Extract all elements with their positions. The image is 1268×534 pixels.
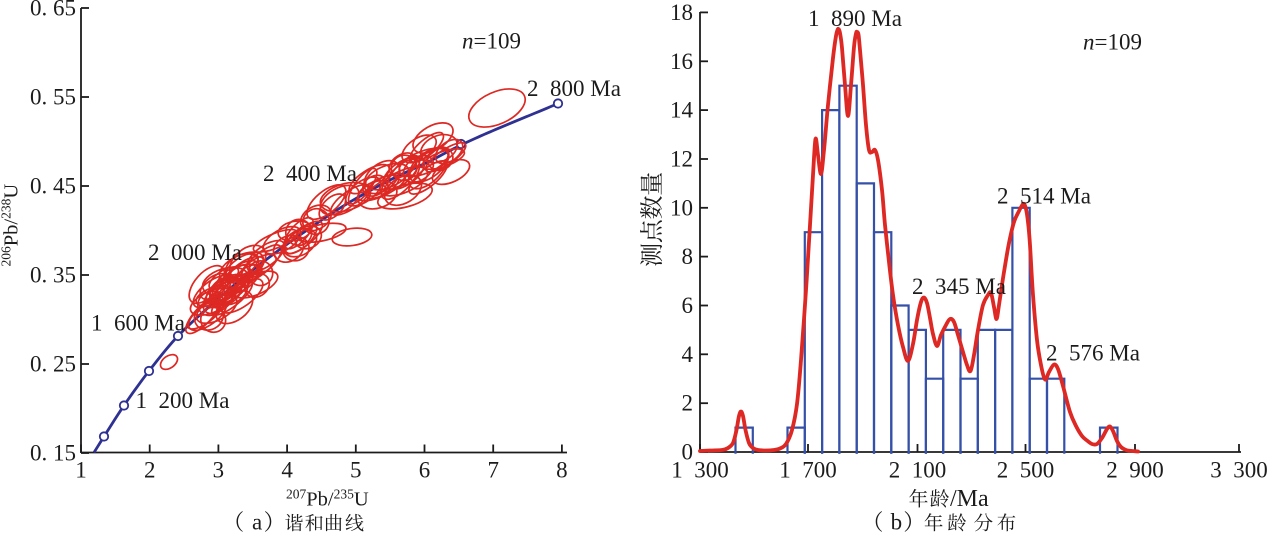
svg-text:2 500: 2 500 <box>997 458 1055 483</box>
svg-text:14: 14 <box>670 98 694 123</box>
svg-text:/Ma: /Ma <box>950 486 989 512</box>
svg-text:12: 12 <box>670 146 693 171</box>
svg-text:6: 6 <box>682 293 694 318</box>
svg-text:0: 0 <box>682 440 694 465</box>
svg-text:n=109: n=109 <box>462 29 521 54</box>
svg-text:2 800 Ma: 2 800 Ma <box>527 76 621 101</box>
svg-text:5: 5 <box>350 458 362 483</box>
svg-text:b: b <box>891 510 903 534</box>
svg-text:0. 55: 0. 55 <box>30 85 76 110</box>
svg-text:3 300: 3 300 <box>1210 458 1268 483</box>
svg-text:207Pb/235U: 207Pb/235U <box>286 487 369 511</box>
svg-text:2 400 Ma: 2 400 Ma <box>263 161 357 186</box>
svg-text:1 300: 1 300 <box>671 458 729 483</box>
svg-text:1 200 Ma: 1 200 Ma <box>136 388 230 413</box>
svg-text:0. 35: 0. 35 <box>30 263 76 288</box>
svg-text:a: a <box>252 510 262 534</box>
svg-text:2 100: 2 100 <box>889 458 947 483</box>
svg-text:2 900: 2 900 <box>1106 458 1164 483</box>
svg-text:1: 1 <box>75 458 87 483</box>
svg-text:3: 3 <box>213 458 225 483</box>
svg-text:0. 65: 0. 65 <box>30 0 76 21</box>
svg-text:4: 4 <box>281 458 293 483</box>
svg-text:2: 2 <box>144 458 156 483</box>
svg-text:8: 8 <box>682 244 694 269</box>
svg-text:206Pb/238U: 206Pb/238U <box>0 184 23 267</box>
svg-text:10: 10 <box>670 195 693 220</box>
svg-text:2 345 Ma: 2 345 Ma <box>912 274 1006 299</box>
svg-text:0. 15: 0. 15 <box>30 441 76 466</box>
svg-text:2 576 Ma: 2 576 Ma <box>1046 341 1140 366</box>
svg-text:2 000 Ma: 2 000 Ma <box>148 240 242 265</box>
svg-text:0. 25: 0. 25 <box>30 352 76 377</box>
svg-text:0. 45: 0. 45 <box>30 174 76 199</box>
svg-text:1 700: 1 700 <box>779 458 837 483</box>
svg-text:1 890 Ma: 1 890 Ma <box>808 6 902 31</box>
svg-text:4: 4 <box>682 342 694 367</box>
svg-text:n=109: n=109 <box>1083 30 1142 55</box>
svg-text:2 514 Ma: 2 514 Ma <box>997 184 1091 209</box>
svg-text:1 600 Ma: 1 600 Ma <box>91 311 185 336</box>
svg-text:18: 18 <box>670 0 693 25</box>
svg-text:6: 6 <box>419 458 431 483</box>
svg-text:16: 16 <box>670 49 693 74</box>
svg-text:7: 7 <box>487 458 499 483</box>
svg-text:8: 8 <box>556 458 568 483</box>
svg-text:2: 2 <box>682 391 694 416</box>
